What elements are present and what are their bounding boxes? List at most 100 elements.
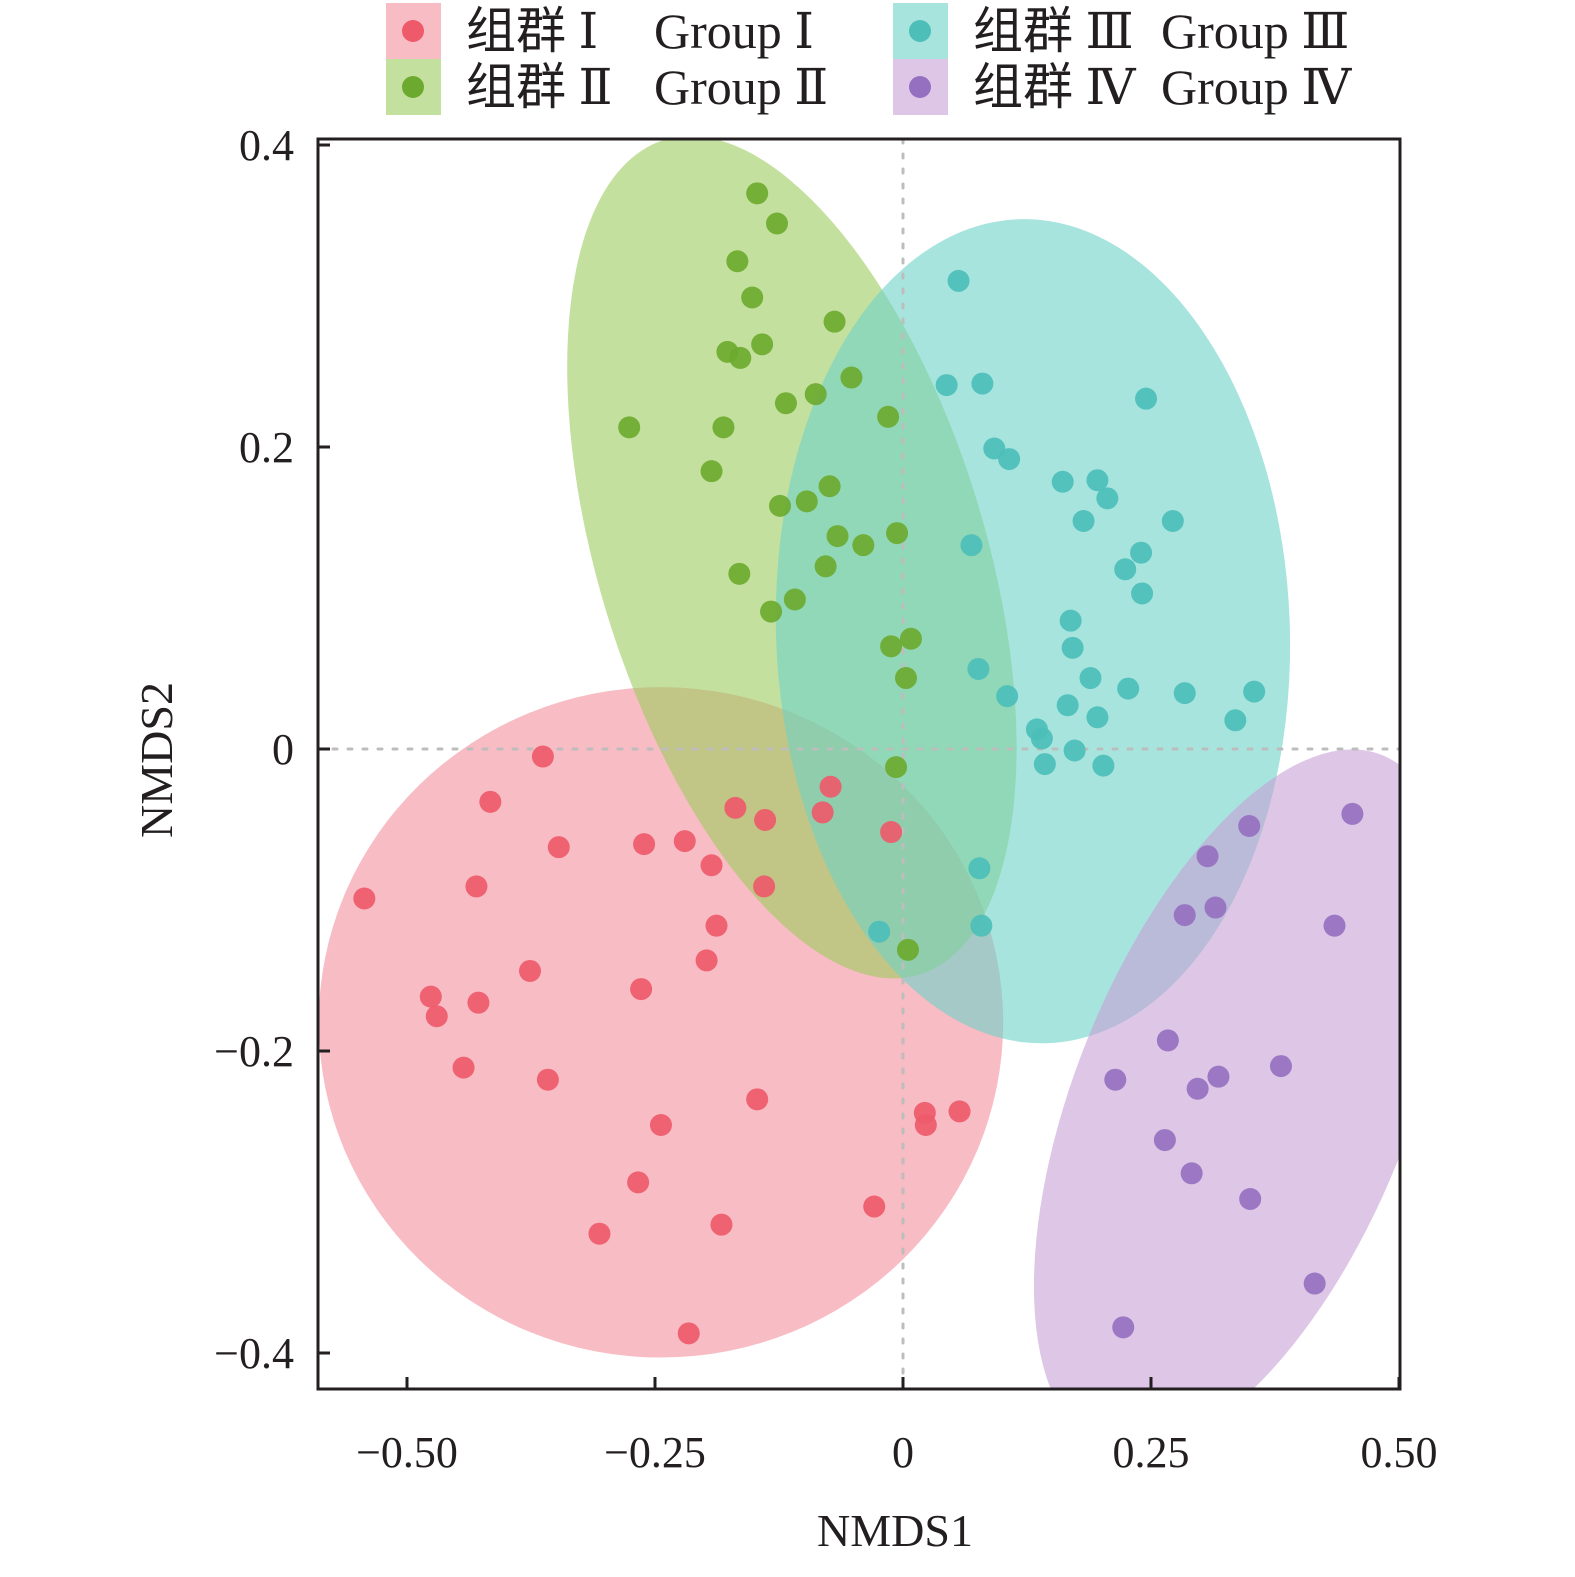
point-group-4 bbox=[1186, 1077, 1209, 1100]
point-group-4 bbox=[1239, 1187, 1262, 1210]
point-group-3 bbox=[1130, 541, 1153, 564]
point-group-3 bbox=[1173, 682, 1196, 705]
point-group-1 bbox=[531, 745, 554, 768]
point-group-4 bbox=[1104, 1068, 1127, 1091]
point-group-1 bbox=[588, 1222, 611, 1245]
point-group-2 bbox=[746, 182, 769, 205]
point-group-3 bbox=[1030, 727, 1053, 750]
point-group-1 bbox=[710, 1213, 733, 1236]
point-group-4 bbox=[1173, 904, 1196, 927]
point-group-4 bbox=[1341, 802, 1364, 825]
point-group-2 bbox=[741, 286, 764, 309]
point-group-3 bbox=[947, 269, 970, 292]
point-group-3 bbox=[1096, 487, 1119, 510]
y-tick-label: −0.2 bbox=[214, 1027, 294, 1076]
point-group-2 bbox=[760, 600, 783, 623]
point-group-2 bbox=[823, 310, 846, 333]
point-group-2 bbox=[774, 392, 797, 415]
point-group-3 bbox=[960, 534, 983, 557]
point-group-3 bbox=[1135, 387, 1158, 410]
point-group-1 bbox=[547, 836, 570, 859]
point-group-3 bbox=[868, 920, 891, 943]
y-tick-label: 0.2 bbox=[239, 423, 294, 472]
point-group-2 bbox=[877, 405, 900, 428]
point-group-2 bbox=[896, 938, 919, 961]
legend-item-group-4[interactable]: 组群 Ⅳ Group Ⅳ bbox=[893, 59, 1352, 115]
x-tick-label: −0.50 bbox=[356, 1428, 458, 1477]
point-group-4 bbox=[1180, 1162, 1203, 1185]
point-group-3 bbox=[1079, 667, 1102, 690]
legend-item-group-1[interactable]: 组群 Ⅰ Group Ⅰ bbox=[386, 3, 814, 59]
point-group-2 bbox=[783, 588, 806, 611]
legend-label-en: Group Ⅰ bbox=[654, 3, 814, 59]
point-group-2 bbox=[751, 333, 774, 356]
point-group-3 bbox=[1059, 609, 1082, 632]
point-group-3 bbox=[1086, 469, 1109, 492]
point-group-3 bbox=[1161, 509, 1184, 532]
legend-item-group-3[interactable]: 组群 Ⅲ Group Ⅲ bbox=[893, 3, 1349, 59]
point-group-2 bbox=[766, 212, 789, 235]
point-group-1 bbox=[700, 854, 723, 877]
x-tick-label: 0.50 bbox=[1361, 1428, 1438, 1477]
point-group-1 bbox=[880, 821, 903, 844]
point-group-1 bbox=[633, 833, 656, 856]
y-axis: 0.4 0.2 0 −0.2 −0.4 bbox=[214, 121, 330, 1378]
point-group-3 bbox=[1063, 739, 1086, 762]
point-group-3 bbox=[1114, 558, 1137, 581]
ellipse-group-4 bbox=[1033, 749, 1400, 1389]
point-group-4 bbox=[1238, 815, 1261, 838]
point-group-1 bbox=[673, 830, 696, 853]
point-group-1 bbox=[452, 1056, 475, 1079]
legend-marker bbox=[909, 20, 931, 42]
data-points bbox=[353, 182, 1364, 1345]
legend-label-en: Group Ⅳ bbox=[1161, 59, 1352, 115]
point-group-3 bbox=[1072, 509, 1095, 532]
legend-item-group-2[interactable]: 组群 Ⅱ Group Ⅱ bbox=[386, 59, 828, 115]
point-group-1 bbox=[724, 796, 747, 819]
point-group-1 bbox=[811, 801, 834, 824]
point-group-2 bbox=[712, 416, 735, 439]
point-group-3 bbox=[970, 914, 993, 937]
point-group-3 bbox=[971, 372, 994, 395]
point-group-3 bbox=[996, 685, 1019, 708]
point-group-2 bbox=[804, 383, 827, 406]
point-group-2 bbox=[768, 494, 791, 517]
point-group-1 bbox=[914, 1113, 937, 1136]
point-group-2 bbox=[818, 475, 841, 498]
point-group-4 bbox=[1207, 1065, 1230, 1088]
x-axis-title: NMDS1 bbox=[817, 1505, 973, 1556]
point-group-1 bbox=[754, 808, 777, 831]
legend-label-cn: 组群 Ⅲ bbox=[973, 3, 1134, 59]
y-tick-label: 0 bbox=[272, 725, 294, 774]
legend-marker bbox=[909, 76, 931, 98]
point-group-1 bbox=[753, 875, 776, 898]
point-group-1 bbox=[425, 1005, 448, 1028]
point-group-1 bbox=[467, 991, 490, 1014]
point-group-1 bbox=[705, 914, 728, 937]
point-group-2 bbox=[795, 490, 818, 513]
point-group-4 bbox=[1153, 1129, 1176, 1152]
point-group-3 bbox=[1092, 754, 1115, 777]
point-group-3 bbox=[1061, 636, 1084, 659]
point-group-2 bbox=[700, 460, 723, 483]
point-group-3 bbox=[1051, 470, 1074, 493]
x-tick-label: −0.25 bbox=[604, 1428, 706, 1477]
point-group-3 bbox=[1117, 677, 1140, 700]
legend-label-en: Group Ⅱ bbox=[654, 59, 828, 115]
point-group-1 bbox=[819, 775, 842, 798]
point-group-3 bbox=[1086, 706, 1109, 729]
point-group-1 bbox=[479, 790, 502, 813]
legend-label-cn: 组群 Ⅰ bbox=[466, 3, 598, 59]
reference-lines bbox=[318, 139, 1400, 1389]
legend-label-en: Group Ⅲ bbox=[1161, 3, 1349, 59]
legend-label-cn: 组群 Ⅱ bbox=[466, 59, 612, 115]
x-axis: −0.50 −0.25 0 0.25 0.50 bbox=[356, 1377, 1438, 1477]
point-group-3 bbox=[1056, 694, 1079, 717]
point-group-1 bbox=[419, 985, 442, 1008]
point-group-4 bbox=[1323, 914, 1346, 937]
point-group-2 bbox=[852, 534, 875, 557]
point-group-2 bbox=[886, 522, 909, 545]
y-tick-label: −0.4 bbox=[214, 1329, 294, 1378]
point-group-2 bbox=[899, 627, 922, 650]
point-group-3 bbox=[967, 657, 990, 680]
